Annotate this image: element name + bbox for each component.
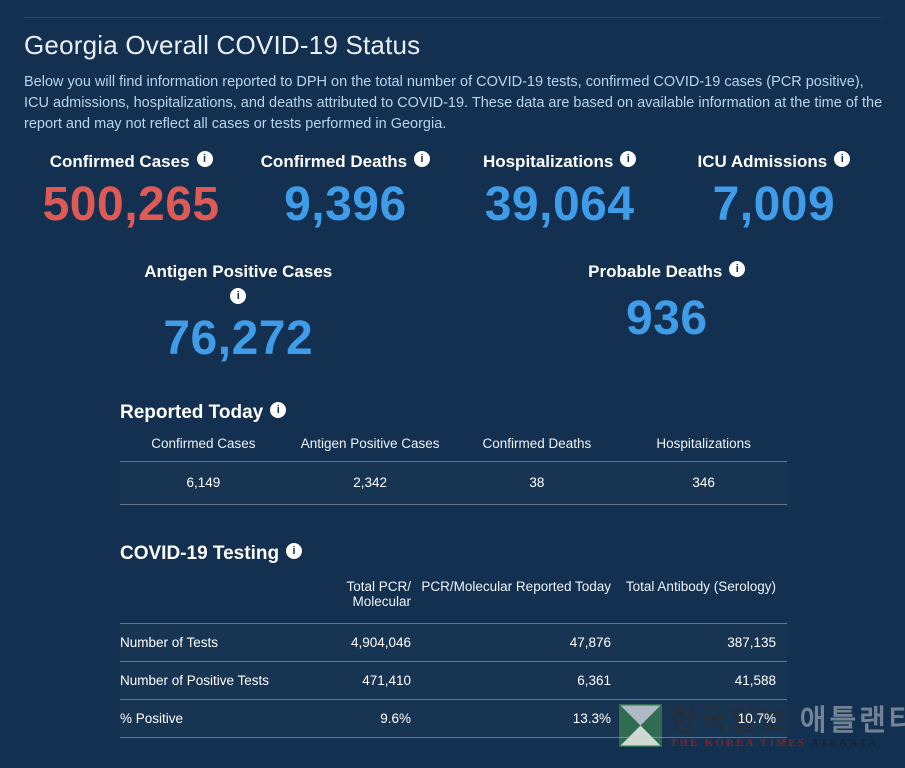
page-title: Georgia Overall COVID-19 Status [24, 30, 421, 60]
stat-label-text: Confirmed Deaths [260, 152, 408, 171]
stats-row-secondary: Antigen Positive Cases i 76,272 Probable… [24, 261, 882, 366]
stat-label: ICU Admissions i [667, 151, 881, 172]
korea-times-korean-line: 한국일보 애틀랜타 [670, 704, 905, 738]
korea-times-text: 한국일보 애틀랜타 THE KOREA TIMES ATLANTA [670, 704, 905, 749]
table-cell: 471,410 [362, 673, 411, 688]
stat-card-antigen-positive-cases: Antigen Positive Cases i 76,272 [24, 262, 453, 366]
row-label: % Positive [120, 711, 184, 726]
stat-card-probable-deaths: Probable Deaths i 936 [453, 261, 882, 346]
table-cell: 2,342 [353, 475, 388, 490]
info-icon[interactable]: i [729, 261, 746, 277]
column-header: PCR/Molecular Reported Today [421, 579, 611, 594]
table-cell: 38 [529, 475, 545, 490]
stat-value: 76,272 [163, 312, 314, 365]
column-header: Total PCR/ Molecular [346, 579, 411, 609]
column-header-empty [120, 579, 290, 609]
korea-times-english-line: THE KOREA TIMES ATLANTA [670, 738, 905, 749]
korea-times-english-name: THE KOREA TIMES [670, 738, 807, 749]
reported-today-header-row: Confirmed Cases Antigen Positive Cases C… [120, 436, 787, 462]
stat-label-text: ICU Admissions [697, 152, 828, 171]
table-cell: 41,588 [734, 673, 776, 688]
stat-card-icu-admissions: ICU Admissions i 7,009 [667, 151, 881, 232]
column-header: Hospitalizations [656, 436, 751, 451]
table-cell: 10.7% [737, 711, 776, 726]
table-cell: 47,876 [569, 635, 611, 650]
column-header: Confirmed Deaths [482, 436, 592, 451]
info-icon[interactable]: i [834, 151, 851, 167]
stat-label: Antigen Positive Cases [144, 262, 333, 281]
stat-label-text: Confirmed Cases [49, 152, 190, 171]
testing-heading-text: COVID-19 Testing [120, 543, 280, 564]
column-header: Confirmed Cases [151, 436, 256, 451]
top-divider [24, 17, 881, 18]
stat-card-hospitalizations: Hospitalizations i 39,064 [453, 151, 667, 232]
table-cell: 9.6% [380, 711, 411, 726]
korea-times-logo-icon [619, 704, 662, 747]
row-label: Number of Tests [120, 635, 219, 650]
testing-header-row: Total PCR/ Molecular PCR/Molecular Repor… [120, 579, 787, 624]
stat-value: 7,009 [712, 178, 836, 231]
stat-value: 500,265 [42, 178, 220, 231]
stat-value: 9,396 [284, 178, 407, 231]
korea-times-korean-atlanta: 애틀랜타 [799, 705, 905, 737]
column-header: Antigen Positive Cases [300, 436, 440, 451]
table-cell: 6,361 [577, 673, 611, 688]
table-row-number-of-tests: Number of Tests 4,904,046 47,876 387,135 [120, 624, 787, 662]
table-cell: 13.3% [572, 711, 611, 726]
info-icon[interactable]: i [270, 402, 287, 418]
stat-card-confirmed-deaths: Confirmed Deaths i 9,396 [238, 151, 452, 232]
stat-label: Probable Deaths i [453, 261, 882, 282]
info-icon[interactable]: i [286, 543, 303, 559]
table-row-number-of-positive-tests: Number of Positive Tests 471,410 6,361 4… [120, 662, 787, 700]
stat-label: Confirmed Deaths i [238, 151, 452, 172]
info-icon[interactable]: i [620, 151, 637, 167]
testing-heading: COVID-19 Testing i [120, 543, 787, 565]
table-cell: 6,149 [186, 475, 221, 490]
reported-today-heading: Reported Today i [120, 402, 787, 424]
stat-value: 39,064 [484, 178, 635, 231]
table-cell: 346 [692, 475, 715, 490]
row-label: Number of Positive Tests [120, 673, 270, 688]
info-icon[interactable]: i [414, 151, 431, 167]
stat-label: Confirmed Cases i [24, 151, 238, 172]
stat-label: Hospitalizations i [453, 151, 667, 172]
stats-row-primary: Confirmed Cases i 500,265 Confirmed Death… [24, 151, 881, 232]
table-cell: 4,904,046 [350, 635, 411, 650]
info-icon[interactable]: i [230, 288, 247, 304]
reported-today-values-row: 6,149 2,342 38 346 [120, 462, 787, 505]
reported-today-heading-text: Reported Today [120, 402, 264, 423]
stat-label-text: Hospitalizations [482, 152, 614, 171]
stat-label-text: Probable Deaths [588, 262, 723, 281]
korea-times-korean-name: 한국일보 [670, 705, 789, 737]
stat-icon-line: i [24, 286, 453, 306]
column-header: Total Antibody (Serology) [625, 579, 776, 594]
korea-times-english-atlanta: ATLANTA [811, 738, 879, 749]
stat-value: 936 [625, 292, 708, 345]
page-description: Below you will find information reported… [24, 74, 883, 132]
table-row-percent-positive: % Positive 9.6% 13.3% 10.7% [120, 700, 787, 738]
stat-card-confirmed-cases: Confirmed Cases i 500,265 [24, 151, 238, 232]
info-icon[interactable]: i [196, 151, 213, 167]
korea-times-watermark: 한국일보 애틀랜타 THE KOREA TIMES ATLANTA [619, 704, 905, 749]
table-cell: 387,135 [727, 635, 776, 650]
